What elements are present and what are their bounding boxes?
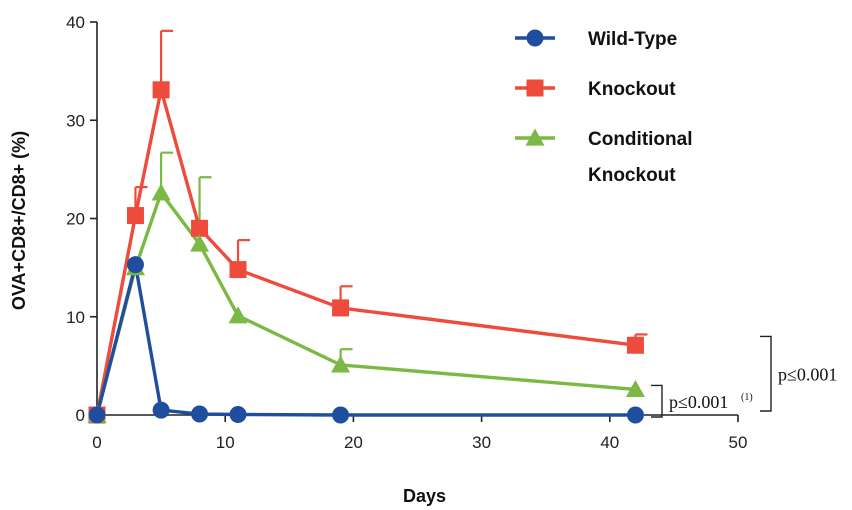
legend-marker [526,79,544,97]
data-point [228,306,248,324]
y-tick-label: 30 [66,111,85,130]
data-point [126,207,144,225]
x-tick-label: 50 [729,433,748,452]
data-point [151,183,171,201]
data-point [626,336,644,354]
y-tick-label: 10 [66,308,85,327]
series-line [95,262,636,417]
data-point [152,401,170,419]
y-tick-label: 40 [66,13,85,32]
data-point [229,406,247,424]
x-axis-title: Days [403,486,446,506]
legend-label: Knockout [588,165,676,186]
p-value-superscript: (1) [741,392,753,403]
data-point [88,406,106,424]
data-point [332,406,350,424]
data-point [152,81,170,99]
legend-label: Conditional [588,129,692,150]
p-value-label: p≤0.001 [669,392,728,412]
data-point [190,234,210,252]
x-tick-label: 30 [472,433,491,452]
data-point [191,219,209,237]
x-tick-label: 20 [344,433,363,452]
data-point [625,379,645,398]
outer-bracket [760,335,772,412]
data-point [229,261,247,279]
series-markers [87,81,645,424]
legend-label: Knockout [588,79,676,100]
data-point [626,406,644,424]
series-line [95,191,636,416]
y-tick-label: 0 [76,406,85,425]
legend-label: Wild-Type [588,29,677,50]
significance-annotations: p≤0.001 (1) p≤0.001 [651,335,837,418]
legend-marker [526,29,544,47]
x-tick-label: 10 [216,433,235,452]
inner-bracket [651,384,663,418]
data-point [332,299,350,317]
x-tick-label: 0 [92,433,101,452]
data-point [191,405,209,423]
y-axis-title: OVA+CD8+/CD8+ (%) [9,131,29,310]
data-point [331,355,351,373]
x-tick-label: 40 [600,433,619,452]
legend: Wild-Type Knockout Conditional Knockout [515,29,692,186]
p-value-label: p≤0.001 [778,365,837,385]
data-point [126,256,144,274]
legend-marker [525,128,545,146]
axes: 0 10 20 30 40 0 10 20 30 40 50 [66,13,747,452]
y-tick-label: 20 [66,210,85,229]
